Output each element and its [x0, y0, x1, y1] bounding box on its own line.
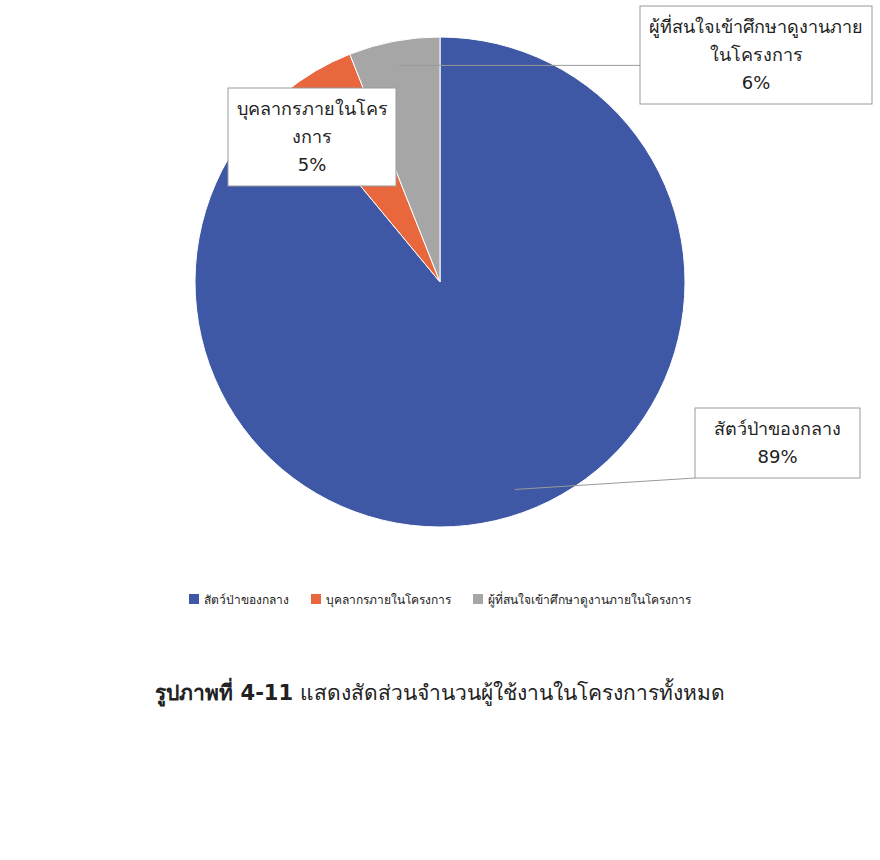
chart-title: รูปภาพที่ 4-11 แสดงสัดส่วนจำนวนผู้ใช้งาน… [155, 677, 725, 707]
data-labels: สัตว์ป่าของกลาง 89% บุคลากรภายในโครงการ 5% ผ… [228, 6, 872, 489]
label-value: 89% [757, 446, 797, 467]
legend-label: ผู้ที่สนใจเข้าศึกษาดูงานภายในโครงการ [488, 591, 692, 608]
label-line: สัตว์ป่าของกลาง [714, 418, 841, 439]
title-part: แสดงสัดส่วนจำนวนผู้ใช้งานในโครงการทั้งหม… [293, 678, 725, 706]
label-box [228, 88, 396, 186]
legend-swatch [473, 594, 483, 604]
label-category: สัตว์ป่าของกลาง [714, 418, 841, 439]
leader-line [515, 478, 695, 489]
label-box [695, 408, 860, 478]
label-line: งการ [292, 126, 332, 147]
legend-swatch [311, 594, 321, 604]
legend-label: สัตว์ป่าของกลาง [204, 593, 289, 607]
pie-slice [195, 37, 685, 527]
legend-swatch [189, 594, 199, 604]
leader-line [399, 65, 640, 66]
label-category: ผู้ที่สนใจเข้าศึกษาดูงานภายในโครงการ [649, 14, 863, 65]
chart: สัตว์ป่าของกลาง 89% บุคลากรภายในโครงการ 5% ผ… [0, 0, 880, 860]
label-line: ในโครงการ [710, 44, 803, 65]
legend-label: บุคลากรภายในโครงการ [326, 593, 452, 608]
legend: สัตว์ป่าของกลาง บุคลากรภายในโครงการ ผู้ที่… [189, 591, 692, 608]
label-box [640, 6, 872, 104]
title-part: รูปภาพที่ 4-11 [155, 677, 293, 707]
pie [195, 37, 685, 527]
label-value: 5% [298, 154, 327, 175]
label-category: บุคลากรภายในโครงการ [237, 98, 388, 147]
label-value: 6% [742, 72, 771, 93]
label-line: ผู้ที่สนใจเข้าศึกษาดูงานภาย [649, 14, 863, 38]
label-line: บุคลากรภายในโคร [237, 98, 388, 120]
